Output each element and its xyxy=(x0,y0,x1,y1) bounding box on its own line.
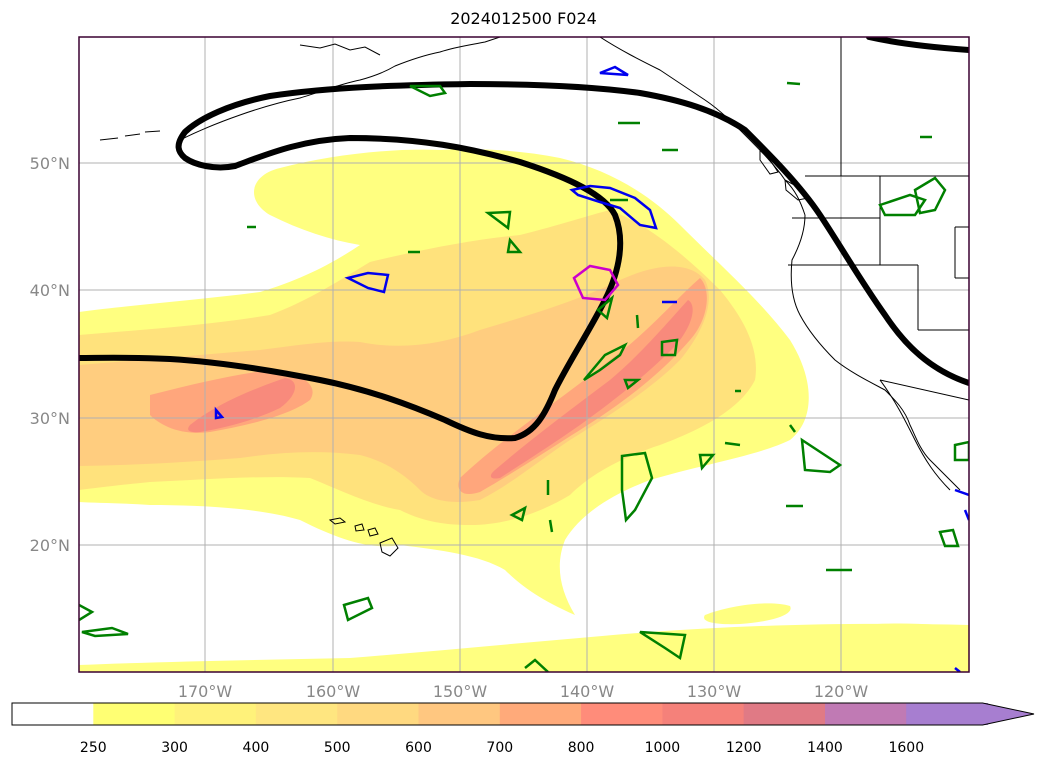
ivt-800-band xyxy=(490,300,693,479)
colorbar: 250 300 400 500 600 700 800 1000 1200 1400 1600 xyxy=(11,702,1035,756)
ivt-700-band xyxy=(458,278,707,495)
lon-label-120w: 120°W xyxy=(814,682,869,701)
colorbar-segment xyxy=(255,703,338,725)
colorbar-tick-label: 500 xyxy=(324,740,351,756)
colorbar-tick-label: 600 xyxy=(405,740,432,756)
lat-label-30: 30°N xyxy=(30,409,70,428)
colorbar-tick-label: 250 xyxy=(80,740,107,756)
longitude-labels: 170°W 160°W 150°W 140°W 130°W 120°W xyxy=(178,682,869,701)
lat-label-20: 20°N xyxy=(30,536,70,555)
colorbar-segment xyxy=(337,703,419,725)
heavy-contour-main xyxy=(79,81,969,442)
colorbar-tick-label: 700 xyxy=(486,740,513,756)
map-frame xyxy=(78,36,970,673)
ivt-250-south xyxy=(79,623,969,672)
colorbar-segment xyxy=(662,703,745,725)
lat-label-40: 40°N xyxy=(30,281,70,300)
colorbar-segment xyxy=(581,703,663,725)
green-contours xyxy=(79,81,969,672)
colorbar-tick-label: 800 xyxy=(568,740,595,756)
lat-label-50: 50°N xyxy=(30,154,70,173)
colorbar-tick-label: 300 xyxy=(161,740,188,756)
lon-label-140w: 140°W xyxy=(560,682,615,701)
lon-label-150w: 150°W xyxy=(433,682,488,701)
map-title: 2024012500 F024 xyxy=(450,9,597,28)
ivt-250-patch xyxy=(704,603,791,625)
lon-label-130w: 130°W xyxy=(687,682,742,701)
ivt-250-east xyxy=(860,623,969,650)
lon-label-160w: 160°W xyxy=(306,682,361,701)
heavy-contour-north xyxy=(866,37,969,53)
heavy-contours xyxy=(79,37,969,442)
colorbar-segment xyxy=(743,703,826,725)
lon-label-170w: 170°W xyxy=(178,682,233,701)
colorbar-segment xyxy=(499,703,582,725)
colorbar-segment xyxy=(93,703,176,725)
colorbar-outline xyxy=(11,702,1035,726)
colorbar-segment xyxy=(825,703,907,725)
latitude-labels: 50°N 40°N 30°N 20°N xyxy=(30,154,70,555)
colorbar-extend-arrow xyxy=(906,703,1034,725)
colorbar-tick-label: 1400 xyxy=(807,740,843,756)
colorbar-tick-label: 1600 xyxy=(888,740,924,756)
magenta-contour xyxy=(572,264,620,302)
colorbar-tick-label: 1200 xyxy=(726,740,762,756)
colorbar-segment xyxy=(174,703,257,725)
colorbar-under-segment xyxy=(12,703,94,725)
colorbar-segment xyxy=(418,703,501,725)
colorbar-tick-label: 400 xyxy=(243,740,270,756)
colorbar-tick-label: 1000 xyxy=(645,740,681,756)
